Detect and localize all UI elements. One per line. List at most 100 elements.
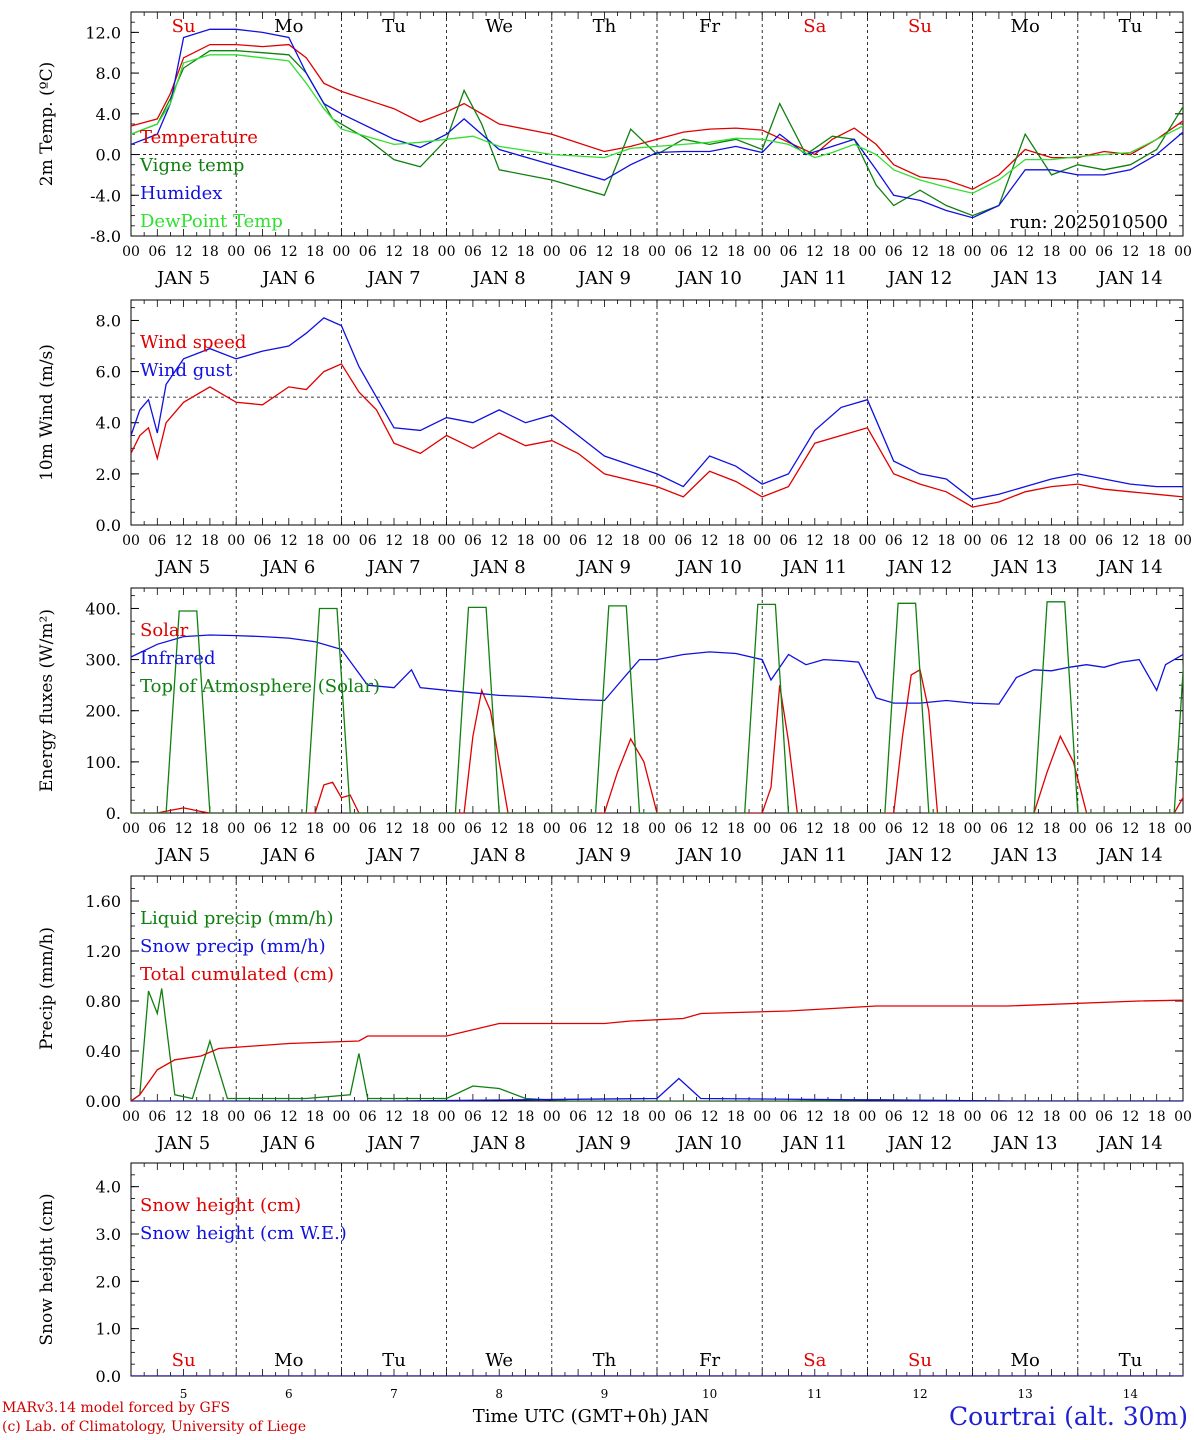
x-date-label: JAN 12: [886, 268, 953, 289]
x-hour-label: 00: [648, 1109, 666, 1125]
x-date-label: JAN 9: [576, 1133, 631, 1154]
x-date-label: JAN 12: [886, 557, 953, 578]
x-hour-label: 12: [175, 821, 193, 837]
x-date-label: JAN 12: [886, 1133, 953, 1154]
x-date-label: JAN 14: [1096, 557, 1163, 578]
x-hour-label: 00: [1174, 244, 1192, 260]
x-date-label: JAN 6: [260, 1133, 315, 1154]
weekday-label: Su: [908, 16, 932, 37]
x-hour-label: 00: [964, 533, 982, 549]
day-number-label: 7: [390, 1387, 398, 1401]
x-hour-label: 18: [201, 533, 219, 549]
x-date-label: JAN 10: [675, 1133, 742, 1154]
legend-entry: Temperature: [140, 127, 258, 148]
weekday-label: We: [485, 16, 513, 37]
x-hour-label: 18: [411, 821, 429, 837]
y-axis-label: Precip (mm/h): [37, 927, 57, 1050]
x-hour-label: 00: [227, 821, 245, 837]
weekday-label: Tu: [1119, 1350, 1143, 1371]
y-tick-label: 2.0: [96, 465, 121, 484]
x-hour-label: 06: [254, 1109, 272, 1125]
y-tick-label: 0.0: [96, 516, 121, 535]
x-hour-label: 06: [780, 533, 798, 549]
x-hour-label: 06: [569, 821, 587, 837]
x-hour-label: 00: [648, 244, 666, 260]
x-hour-label: 12: [701, 1109, 719, 1125]
y-tick-label: 0.00: [85, 1092, 121, 1111]
day-number-label: 14: [1123, 1387, 1139, 1401]
x-hour-label: 06: [148, 244, 166, 260]
x-hour-label: 00: [648, 821, 666, 837]
x-hour-label: 00: [543, 244, 561, 260]
y-tick-label: 300.: [85, 651, 121, 670]
x-hour-label: 00: [964, 1109, 982, 1125]
x-hour-label: 06: [990, 821, 1008, 837]
x-hour-label: 00: [227, 533, 245, 549]
x-hour-label: 00: [858, 244, 876, 260]
x-date-label: JAN 14: [1096, 268, 1163, 289]
x-hour-label: 00: [1174, 821, 1192, 837]
x-hour-label: 18: [832, 1109, 850, 1125]
x-hour-label: 06: [674, 244, 692, 260]
x-hour-label: 00: [438, 821, 456, 837]
x-hour-label: 12: [1121, 533, 1139, 549]
x-hour-label: 00: [753, 533, 771, 549]
x-hour-label: 06: [569, 244, 587, 260]
series-line-1-3: [131, 28, 1183, 219]
x-hour-label: 06: [780, 1109, 798, 1125]
series-line-2-1: [131, 363, 1183, 508]
x-hour-label: 06: [569, 1109, 587, 1125]
x-hour-label: 00: [1069, 821, 1087, 837]
x-hour-label: 00: [753, 821, 771, 837]
x-hour-label: 18: [517, 533, 535, 549]
legend-entry: Top of Atmosphere (Solar): [140, 676, 380, 697]
y-tick-label: 4.0: [96, 1178, 121, 1197]
day-number-label: 5: [180, 1387, 188, 1401]
x-hour-label: 06: [359, 1109, 377, 1125]
day-number-label: 6: [285, 1387, 293, 1401]
x-hour-label: 12: [1121, 244, 1139, 260]
x-hour-label: 18: [1043, 1109, 1061, 1125]
x-date-label: JAN 13: [991, 1133, 1058, 1154]
x-hour-label: 00: [227, 1109, 245, 1125]
weekday-label: Mo: [1011, 1350, 1040, 1371]
legend-entry: Solar: [140, 620, 189, 641]
x-hour-label: 12: [490, 1109, 508, 1125]
x-date-label: JAN 13: [991, 268, 1058, 289]
x-date-label: JAN 7: [365, 268, 420, 289]
x-hour-label: 06: [254, 821, 272, 837]
x-date-label: JAN 5: [155, 1133, 210, 1154]
x-date-label: JAN 11: [781, 557, 848, 578]
x-hour-label: 12: [1016, 1109, 1034, 1125]
x-hour-label: 00: [227, 244, 245, 260]
x-hour-label: 06: [990, 533, 1008, 549]
x-date-label: JAN 14: [1096, 1133, 1163, 1154]
x-hour-label: 06: [780, 244, 798, 260]
x-hour-label: 06: [990, 244, 1008, 260]
x-hour-label: 18: [622, 244, 640, 260]
x-hour-label: 18: [937, 1109, 955, 1125]
x-hour-label: 00: [753, 244, 771, 260]
panel-2: 8.0 6.0 4.0 2.0 0.0 10m Wind (m/s) Wind speed W…: [37, 299, 1192, 578]
x-hour-label: 00: [332, 244, 350, 260]
day-number-label: 12: [912, 1387, 927, 1401]
x-date-label: JAN 7: [365, 557, 420, 578]
x-date-label: JAN 5: [155, 557, 210, 578]
x-hour-label: 00: [438, 1109, 456, 1125]
x-hour-label: 06: [464, 244, 482, 260]
x-hour-label: 12: [911, 244, 929, 260]
series-line-1-2: [131, 50, 1183, 217]
panel-3: 400. 300. 200. 100. 0. Energy fluxes (W/m²) So…: [37, 587, 1192, 866]
y-tick-label: -8.0: [90, 227, 121, 246]
x-hour-label: 06: [359, 821, 377, 837]
x-hour-label: 12: [701, 244, 719, 260]
x-hour-label: 18: [832, 533, 850, 549]
legend-entry: Snow precip (mm/h): [140, 936, 326, 957]
x-hour-label: 06: [990, 1109, 1008, 1125]
weekday-label: Su: [172, 16, 196, 37]
x-hour-label: 06: [1095, 244, 1113, 260]
series-line-2-2: [131, 317, 1183, 501]
x-hour-label: 06: [885, 821, 903, 837]
x-hour-label: 06: [1095, 1109, 1113, 1125]
x-hour-label: 18: [622, 1109, 640, 1125]
